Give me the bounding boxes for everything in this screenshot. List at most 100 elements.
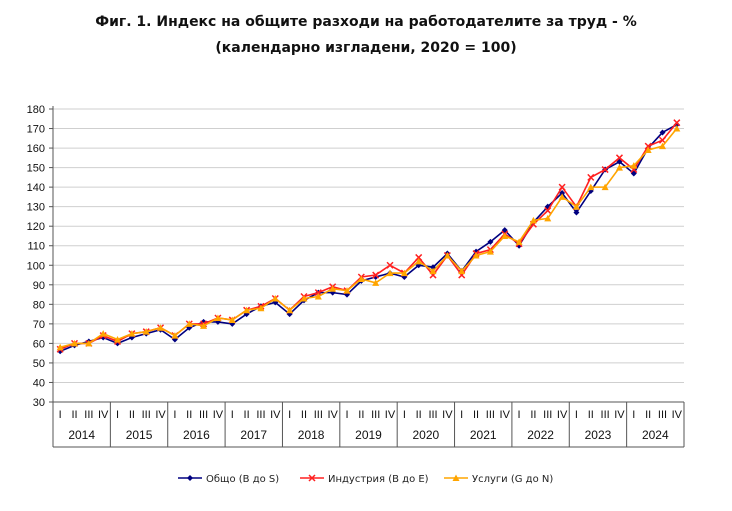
- quarter-label: I: [575, 409, 578, 421]
- data-point-triangle: [400, 269, 408, 277]
- quarter-label: IV: [672, 409, 683, 421]
- legend-label: Услуги (G до N): [472, 474, 553, 485]
- data-point-triangle: [214, 314, 222, 322]
- y-tick-label: 100: [27, 260, 45, 272]
- data-point-triangle: [544, 214, 552, 222]
- quarter-label: I: [460, 409, 463, 421]
- quarter-label: III: [428, 409, 437, 421]
- chart-subtitle: (календарно изгладени, 2020 = 100): [215, 40, 517, 56]
- data-point-triangle: [71, 339, 79, 347]
- quarter-label: IV: [500, 409, 511, 421]
- quarter-label: II: [645, 409, 651, 421]
- data-point-triangle: [558, 193, 566, 200]
- data-point-x: [544, 207, 552, 215]
- data-point-triangle: [486, 248, 494, 255]
- data-point-x: [415, 253, 423, 261]
- y-tick-label: 180: [27, 104, 45, 116]
- data-point-triangle: [501, 232, 509, 239]
- quarter-label: III: [256, 409, 265, 421]
- year-label: 2021: [470, 428, 497, 442]
- data-point-triangle: [429, 267, 437, 275]
- year-label: 2017: [240, 428, 267, 442]
- y-tick-label: 90: [33, 280, 45, 292]
- year-label: 2020: [413, 428, 440, 442]
- quarter-label: I: [403, 409, 406, 421]
- data-point-triangle: [443, 252, 451, 259]
- data-point-triangle: [243, 306, 251, 314]
- quarter-label: III: [314, 409, 323, 421]
- quarter-label: IV: [385, 409, 396, 421]
- y-tick-label: 150: [27, 163, 45, 175]
- quarter-label: II: [129, 409, 135, 421]
- data-point-x: [308, 474, 316, 482]
- data-point-triangle: [300, 294, 308, 302]
- quarter-label: III: [371, 409, 380, 421]
- data-point-triangle: [228, 316, 236, 323]
- quarter-label: II: [473, 409, 479, 421]
- data-point-diamond: [487, 238, 494, 245]
- data-point-triangle: [200, 322, 208, 329]
- quarter-label: II: [301, 409, 307, 421]
- y-tick-label: 160: [27, 143, 45, 155]
- data-point-triangle: [128, 330, 136, 337]
- legend-label: Индустрия (B до E): [328, 474, 429, 485]
- data-point-triangle: [286, 306, 294, 314]
- data-point-triangle: [472, 252, 480, 259]
- series-line: [59, 123, 678, 352]
- quarter-label: II: [530, 409, 536, 421]
- data-point-diamond: [573, 209, 580, 216]
- quarter-label: I: [632, 409, 635, 421]
- data-point-triangle: [587, 183, 595, 191]
- quarter-label: III: [84, 409, 93, 421]
- data-point-triangle: [615, 164, 623, 171]
- quarter-label: I: [116, 409, 119, 421]
- data-point-diamond: [559, 189, 566, 196]
- year-label: 2019: [355, 428, 382, 442]
- data-point-triangle: [157, 324, 165, 331]
- quarter-label: IV: [213, 409, 224, 421]
- y-tick-label: 130: [27, 202, 45, 214]
- data-point-x: [615, 154, 623, 162]
- data-point-triangle: [357, 275, 365, 282]
- y-tick-label: 120: [27, 221, 45, 233]
- series-line: [59, 122, 678, 351]
- data-point-x: [673, 119, 681, 127]
- data-point-triangle: [572, 203, 580, 210]
- data-point-triangle: [673, 125, 681, 132]
- quarter-label: III: [658, 409, 667, 421]
- year-label: 2014: [68, 428, 95, 442]
- data-point-x: [558, 183, 566, 191]
- data-point-triangle: [601, 183, 609, 191]
- data-point-triangle: [85, 339, 93, 347]
- data-point-triangle: [372, 279, 380, 286]
- y-tick-label: 70: [33, 319, 45, 331]
- quarter-label: II: [244, 409, 250, 421]
- year-label: 2016: [183, 428, 210, 442]
- data-point-triangle: [114, 335, 122, 343]
- y-tick-label: 80: [33, 299, 45, 311]
- legend-label: Общо (B до S): [206, 474, 279, 485]
- data-point-triangle: [458, 267, 466, 275]
- data-point-triangle: [314, 293, 322, 300]
- data-point-diamond: [659, 129, 666, 136]
- data-point-triangle: [386, 269, 394, 277]
- quarter-label: I: [288, 409, 291, 421]
- year-label: 2024: [642, 428, 669, 442]
- quarter-label: I: [345, 409, 348, 421]
- data-point-diamond: [187, 475, 193, 481]
- data-point-triangle: [329, 285, 337, 292]
- data-point-triangle: [185, 320, 193, 327]
- y-tick-label: 30: [33, 397, 45, 409]
- data-point-x: [587, 173, 595, 181]
- data-point-triangle: [644, 146, 652, 154]
- quarter-label: IV: [270, 409, 281, 421]
- quarter-label: II: [186, 409, 192, 421]
- quarter-label: III: [199, 409, 208, 421]
- quarter-label: I: [518, 409, 521, 421]
- data-point-triangle: [515, 238, 523, 245]
- quarter-label: II: [416, 409, 422, 421]
- quarter-label: IV: [557, 409, 568, 421]
- quarter-label: III: [486, 409, 495, 421]
- data-point-triangle: [99, 330, 107, 337]
